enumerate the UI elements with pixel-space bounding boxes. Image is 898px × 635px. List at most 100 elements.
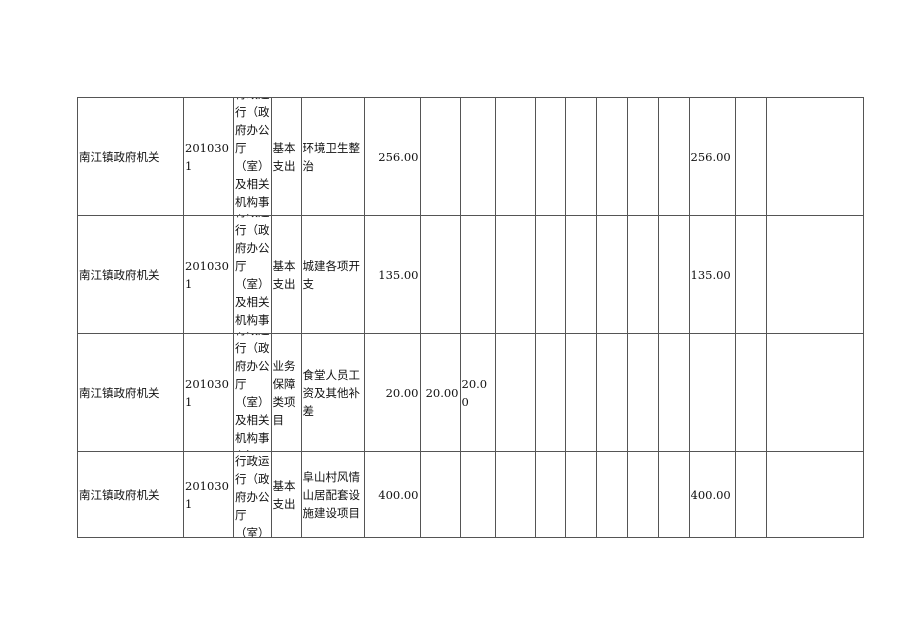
type-cell: 基本支出 xyxy=(270,215,302,334)
empty-cell xyxy=(734,97,767,216)
item-text: 城建各项开支 xyxy=(302,258,361,291)
c8-text xyxy=(462,98,494,215)
c7-text: 20.00 xyxy=(425,385,459,400)
empty-cell xyxy=(765,333,864,452)
empty-cell xyxy=(494,333,536,452)
empty-cell xyxy=(494,451,536,538)
empty-cell xyxy=(765,97,864,216)
total-text: 256.00 xyxy=(378,149,419,164)
empty-cell xyxy=(765,451,864,538)
amount-cell: 256.00 xyxy=(688,97,736,216)
empty-cell xyxy=(734,451,767,538)
item-cell: 城建各项开支 xyxy=(300,215,365,334)
empty-cell xyxy=(626,215,659,334)
unit-cell: 南江镇政府机关 xyxy=(77,333,184,452)
code-cell: 2010301 xyxy=(183,97,234,216)
item-text: 阜山村风情山居配套设施建设项目 xyxy=(302,469,361,520)
empty-cell xyxy=(657,97,690,216)
empty-cell xyxy=(564,215,597,334)
total-cell: 256.00 xyxy=(363,97,421,216)
category-cell: 行政运行（政府办公厅（室）及相关机构事务） xyxy=(233,215,272,334)
type-text: 基本支出 xyxy=(272,140,296,173)
code-text: 2010301 xyxy=(185,258,229,291)
type-cell: 基本支出 xyxy=(270,97,302,216)
item-cell: 环境卫生整治 xyxy=(300,97,365,216)
code-text: 2010301 xyxy=(185,478,229,511)
c7-text xyxy=(422,98,459,215)
amount-cell xyxy=(459,215,496,334)
empty-cell xyxy=(534,97,566,216)
table-row: 南江镇政府机关 2010301行政运行（政府办公厅（室）及相关机构事务）业务保障类… xyxy=(77,333,864,452)
total-text: 20.00 xyxy=(385,385,419,400)
budget-table: 南江镇政府机关2010301行政运行（政府办公厅（室）及相关机构事务）基本支出环… xyxy=(77,97,864,538)
empty-cell xyxy=(595,215,628,334)
code-text: 2010301 xyxy=(185,376,229,409)
empty-cell xyxy=(534,451,566,538)
category-text: 行政运行（政府办公厅（室）及相关机构事务） xyxy=(235,334,270,451)
amount-cell: 400.00 xyxy=(688,451,736,538)
empty-cell xyxy=(564,333,597,452)
category-text: 行政运行（政府办公厅（室）及相关 xyxy=(235,454,270,537)
total-text: 135.00 xyxy=(378,267,419,282)
empty-cell xyxy=(657,333,690,452)
table-row: 南江镇政府机关 2010301行政运行（政府办公厅（室）及相关基本支出阜山村风情山… xyxy=(77,451,864,538)
item-cell: 阜山村风情山居配套设施建设项目 xyxy=(300,451,365,538)
unit-text: 南江镇政府机关 xyxy=(79,487,160,502)
amount-cell xyxy=(419,451,461,538)
c15-text xyxy=(691,334,734,451)
code-cell: 2010301 xyxy=(183,333,234,452)
total-cell: 400.00 xyxy=(363,451,421,538)
code-cell: 2010301 xyxy=(183,215,234,334)
empty-cell xyxy=(564,451,597,538)
amount-cell xyxy=(459,97,496,216)
amount-cell: 20.00 xyxy=(419,333,461,452)
code-cell: 2010301 xyxy=(183,451,234,538)
total-cell: 20.00 xyxy=(363,333,421,452)
empty-cell xyxy=(657,215,690,334)
category-text: 行政运行（政府办公厅（室）及相关机构事务） xyxy=(235,216,270,333)
code-text: 2010301 xyxy=(185,140,229,173)
type-cell: 基本支出 xyxy=(270,451,302,538)
amount-cell xyxy=(419,215,461,334)
empty-cell xyxy=(765,215,864,334)
amount-cell xyxy=(688,333,736,452)
type-text: 业务保障类项目 xyxy=(272,358,296,427)
empty-cell xyxy=(494,215,536,334)
item-cell: 食堂人员工资及其他补差 xyxy=(300,333,365,452)
empty-cell xyxy=(626,97,659,216)
empty-cell xyxy=(626,451,659,538)
type-cell: 业务保障类项目 xyxy=(270,333,302,452)
amount-cell: 20.00 xyxy=(459,333,496,452)
type-text: 基本支出 xyxy=(272,478,296,511)
c8-text: 20.00 xyxy=(461,376,488,409)
empty-cell xyxy=(734,333,767,452)
unit-text: 南江镇政府机关 xyxy=(79,149,160,164)
c7-text xyxy=(422,216,459,333)
item-text: 环境卫生整治 xyxy=(302,140,361,173)
c8-text xyxy=(462,452,494,537)
category-cell: 行政运行（政府办公厅（室）及相关机构事务） xyxy=(233,333,272,452)
c15-text: 400.00 xyxy=(690,487,731,502)
c15-text: 135.00 xyxy=(690,267,731,282)
empty-cell xyxy=(564,97,597,216)
c8-text xyxy=(462,216,494,333)
empty-cell xyxy=(595,451,628,538)
empty-cell xyxy=(595,97,628,216)
empty-cell xyxy=(626,333,659,452)
category-text: 行政运行（政府办公厅（室）及相关机构事务） xyxy=(235,98,270,215)
unit-cell: 南江镇政府机关 xyxy=(77,97,184,216)
unit-cell: 南江镇政府机关 xyxy=(77,215,184,334)
table-row: 南江镇政府机关 2010301行政运行（政府办公厅（室）及相关机构事务）基本支出城… xyxy=(77,215,864,334)
unit-text: 南江镇政府机关 xyxy=(79,267,160,282)
total-text: 400.00 xyxy=(378,487,419,502)
empty-cell xyxy=(534,215,566,334)
item-text: 食堂人员工资及其他补差 xyxy=(302,367,361,418)
total-cell: 135.00 xyxy=(363,215,421,334)
type-text: 基本支出 xyxy=(272,258,296,291)
empty-cell xyxy=(494,97,536,216)
unit-text: 南江镇政府机关 xyxy=(79,385,160,400)
empty-cell xyxy=(534,333,566,452)
amount-cell xyxy=(459,451,496,538)
category-cell: 行政运行（政府办公厅（室）及相关 xyxy=(233,451,272,538)
c15-text: 256.00 xyxy=(690,149,731,164)
